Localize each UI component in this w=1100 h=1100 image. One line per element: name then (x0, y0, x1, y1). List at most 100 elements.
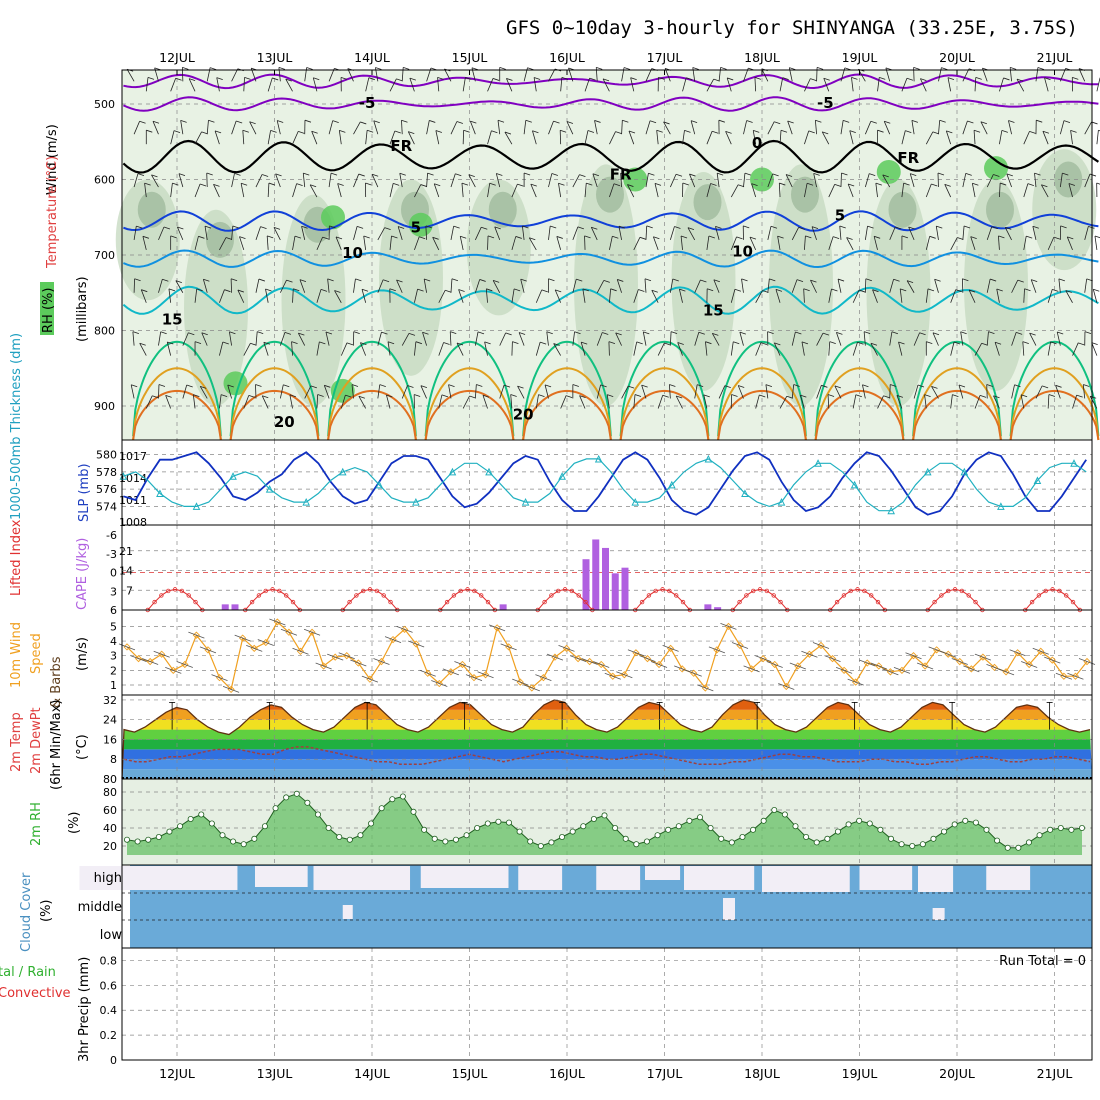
wind-barb (901, 130, 906, 145)
precip-panel-frame (121, 947, 1093, 1061)
wind-barb (572, 226, 579, 241)
cape-bar (499, 604, 507, 610)
rh2m-tick-label: 80 (103, 786, 117, 799)
rh2m-point (590, 816, 597, 823)
wind10m-barb (916, 662, 934, 670)
rh-axis-label: RH (%) (41, 288, 56, 333)
wind-speed-point (852, 678, 860, 686)
lifted-tick-label: 0 (110, 567, 117, 580)
wind-barb-flag (952, 394, 959, 397)
wind-barb (548, 173, 553, 188)
temp-color-band (122, 739, 1092, 750)
wind-barb-flag (317, 394, 324, 397)
wind-barb-flag (131, 384, 138, 388)
wind-barb (361, 289, 367, 303)
wind-barb (779, 130, 782, 145)
wind-barb (755, 342, 762, 356)
wind-barb-flag (224, 289, 231, 293)
wind-barb (947, 77, 952, 92)
wind-barb (694, 384, 698, 399)
wind-barb (1084, 278, 1088, 293)
wind10m-barb (801, 650, 818, 658)
wind-barb (139, 343, 147, 356)
wind-barb (877, 395, 884, 409)
wind-barb-flag (1052, 288, 1059, 292)
wind-barb (231, 68, 239, 82)
wind-barb-flag (296, 183, 303, 187)
top-date-label: 14JUL (354, 50, 390, 65)
rh2m-point (1057, 825, 1064, 832)
wind-barb (737, 385, 744, 399)
wind-barb (450, 226, 455, 240)
rh2m-point (325, 825, 332, 832)
wind-barb-flag (653, 236, 660, 240)
wind-tick-label: 3 (110, 650, 117, 663)
lifted-index-point (973, 599, 978, 605)
wind-tick-label: 4 (110, 635, 117, 648)
rh2m-point (612, 825, 619, 832)
wind-barb-flag (277, 120, 284, 123)
lifted-index-point (444, 599, 450, 605)
lifted-index-line (634, 588, 691, 611)
lifted-index-point (249, 599, 255, 605)
cape-bar (582, 559, 590, 610)
wind-barb-flag (144, 182, 151, 186)
wind-barb-flag (558, 182, 565, 186)
wind-speed-point (285, 628, 293, 636)
wind-barb (730, 184, 739, 198)
lifted-index-point (757, 587, 763, 592)
wind-barb (168, 288, 172, 303)
wind-barb-flag (628, 385, 635, 389)
wind10m-barb (442, 668, 459, 676)
wind-barb (1094, 235, 1098, 250)
wind-barb-flag (351, 384, 359, 387)
wind-barb-flag (618, 225, 626, 229)
thickness-point (777, 497, 786, 506)
wind-barb-flag (808, 130, 815, 134)
wind-barb-flag (289, 394, 296, 398)
wind-barb-flag (891, 331, 899, 335)
cape-bar (611, 573, 619, 610)
wind-speed-point (343, 652, 351, 660)
wind-barb-flag (697, 384, 704, 388)
wind-barb (206, 120, 209, 135)
wind-barb (596, 280, 605, 293)
lifted-index-point (284, 593, 289, 598)
wind-barb (528, 237, 537, 251)
wind-barb-flag (499, 66, 506, 70)
wind-barb-flag (208, 119, 215, 123)
wind-barb-flag (857, 341, 864, 345)
rh2m-point (983, 826, 990, 833)
wind-barb (492, 280, 501, 293)
rh2m-point (230, 838, 237, 845)
wind-barb (291, 341, 293, 356)
wind-barb (823, 78, 830, 92)
wind-barb (584, 130, 589, 145)
wind-barb (690, 120, 696, 135)
wind-barb-flag (327, 278, 334, 282)
wind-barb-flag (278, 67, 286, 70)
rh2m-point (219, 832, 226, 839)
wind-barb (779, 77, 784, 92)
wind-barb (144, 183, 147, 198)
bottom-date-label: 19JUL (842, 1066, 878, 1081)
wind-barb-flag (553, 343, 560, 346)
wind-barb-flag (313, 77, 320, 81)
wind-barb (1092, 289, 1098, 303)
wind-barb (584, 183, 587, 198)
slp-tick-label: 1008 (119, 516, 147, 529)
wind10m-barb (963, 665, 980, 673)
lifted-index-point (583, 599, 588, 605)
temp-tick-label: 32 (103, 694, 117, 707)
temp-2m-line (121, 699, 1091, 780)
wind-barb-flag (1024, 288, 1031, 292)
wind-barb-flag (456, 342, 464, 346)
wind-barb-flag (437, 77, 444, 80)
wind-barb (1072, 394, 1078, 409)
lifted-index-point (869, 593, 874, 598)
wind-barb (544, 384, 549, 399)
wind10m-barb (627, 649, 645, 657)
wind-barb-flag (222, 341, 229, 345)
wind-barb-flag (906, 77, 914, 81)
